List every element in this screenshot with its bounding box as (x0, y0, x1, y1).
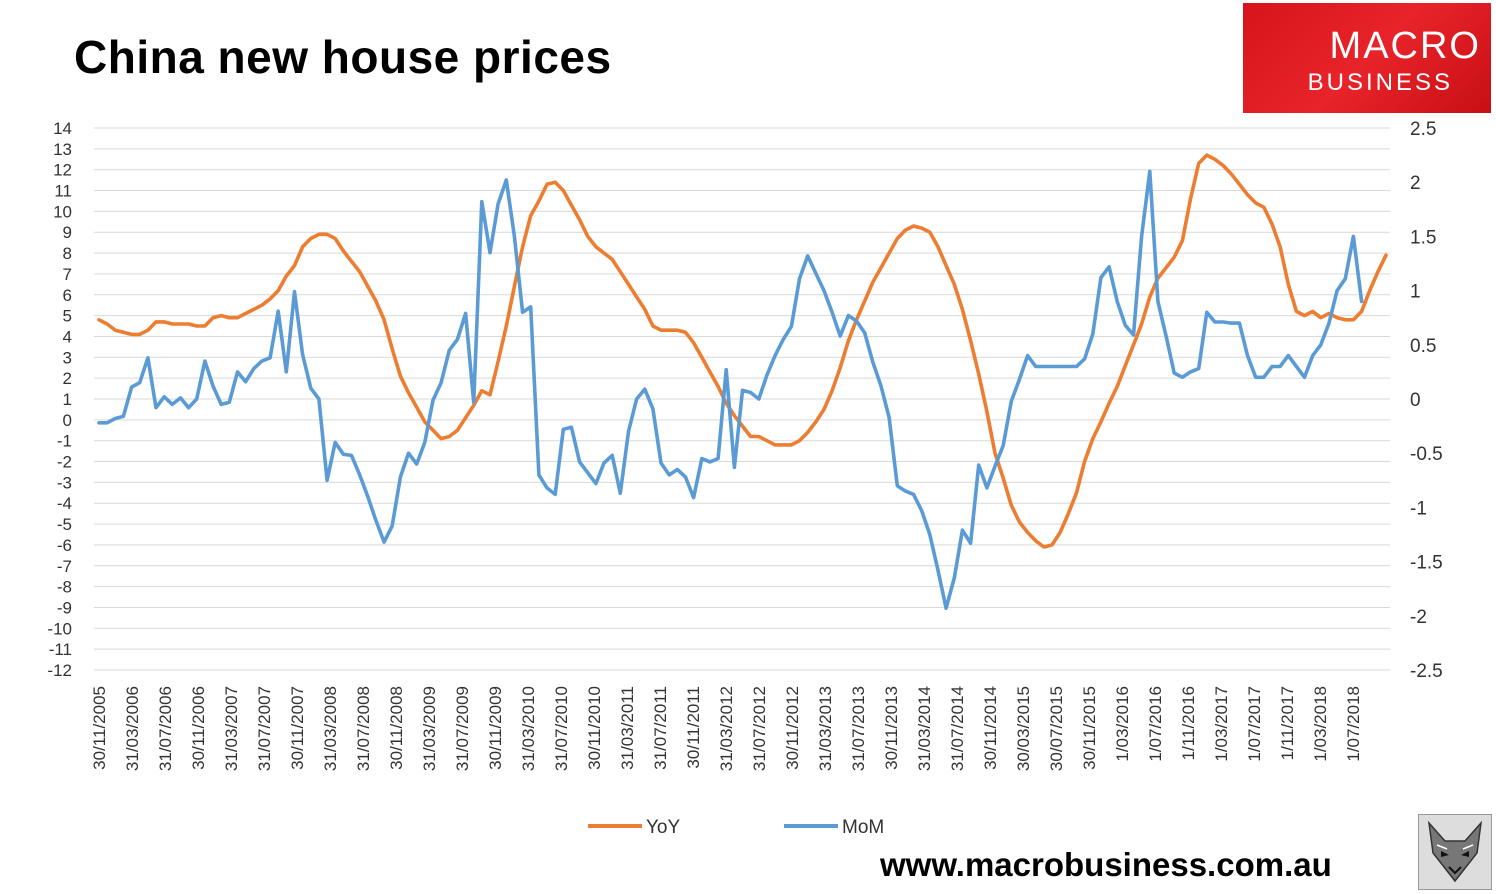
x-tick-label: 31/07/2010 (552, 686, 571, 771)
x-tick-label: 30/11/2012 (783, 686, 802, 770)
x-tick-label: 31/07/2013 (849, 686, 868, 771)
legend-label-mom: MoM (842, 817, 884, 838)
footer-url: www.macrobusiness.com.au (880, 846, 1332, 883)
left-tick-label: -3 (57, 473, 72, 492)
x-tick-label: 30/11/2011 (684, 686, 703, 769)
right-tick-label: -0.5 (1410, 444, 1443, 465)
left-tick-label: -9 (57, 598, 72, 617)
x-tick-label: 30/11/2010 (585, 686, 604, 770)
x-tick-label: 30/11/2013 (882, 686, 901, 770)
left-tick-label: 2 (63, 369, 72, 388)
x-tick-label: 1/11/2016 (1179, 686, 1198, 760)
x-tick-label: 31/03/2008 (321, 686, 340, 771)
x-tick-label: 31/03/2007 (222, 686, 241, 771)
left-tick-label: -6 (57, 536, 72, 555)
x-tick-label: 31/07/2009 (453, 686, 472, 771)
left-tick-label: -2 (57, 453, 72, 472)
series-lines (97, 153, 1388, 611)
left-tick-label: -5 (57, 515, 72, 534)
x-tick-label: 30/11/2008 (387, 686, 406, 770)
left-tick-label: -4 (57, 494, 72, 513)
series-line-yoy (97, 153, 1388, 549)
x-tick-label: 31/03/2010 (519, 686, 538, 771)
x-tick-label: 30/11/2005 (90, 686, 109, 770)
right-tick-label: -1.5 (1410, 553, 1443, 574)
series-line-mom (97, 169, 1364, 611)
right-tick-label: 2.5 (1410, 119, 1436, 140)
x-tick-label: 31/03/2011 (618, 686, 637, 770)
x-tick-label: 31/03/2009 (420, 686, 439, 771)
x-tick-label: 1/03/2016 (1113, 686, 1132, 762)
x-tick-label: 30/11/2009 (486, 686, 505, 770)
x-tick-label: 1/07/2017 (1245, 686, 1264, 762)
x-tick-label: 31/03/2013 (816, 686, 835, 771)
x-tick-label: 30/11/2014 (981, 686, 1000, 770)
x-tick-label: 1/03/2018 (1311, 686, 1330, 762)
x-tick-label: 30/03/2015 (1014, 686, 1033, 771)
right-tick-label: 1 (1410, 282, 1421, 303)
right-tick-label: 1.5 (1410, 227, 1436, 248)
left-tick-label: 8 (63, 244, 72, 263)
x-tick-label: 31/03/2006 (123, 686, 142, 771)
x-tick-label: 30/11/2006 (189, 686, 208, 770)
left-tick-label: 0 (63, 411, 72, 430)
x-tick-label: 31/07/2008 (354, 686, 373, 771)
legend: YoY MoM (588, 817, 884, 838)
right-axis-ticks: 2.5 2 1.5 1 0.5 0 -0.5 -1 -1.5 -2 -2.5 (1410, 119, 1443, 682)
left-tick-label: -1 (57, 432, 72, 451)
right-tick-label: 0 (1410, 390, 1421, 411)
x-tick-label: 31/07/2012 (750, 686, 769, 771)
right-tick-label: 2 (1410, 173, 1421, 194)
x-tick-label: 30/11/2007 (288, 686, 307, 770)
x-tick-label: 30/11/2015 (1080, 686, 1099, 770)
right-tick-label: -2.5 (1410, 661, 1443, 682)
right-tick-label: -2 (1410, 607, 1427, 628)
left-tick-label: 10 (53, 202, 72, 221)
x-tick-label: 31/03/2012 (717, 686, 736, 771)
left-tick-label: 9 (63, 223, 72, 242)
chart-title: China new house prices (74, 31, 612, 83)
left-tick-label: 7 (63, 265, 72, 284)
macro-business-logo: MACRO BUSINESS (1243, 3, 1491, 113)
x-tick-label: 31/07/2007 (255, 686, 274, 771)
logo-line-2: BUSINESS (1307, 69, 1453, 96)
left-tick-label: 3 (63, 348, 72, 367)
x-tick-label: 31/03/2014 (915, 686, 934, 771)
left-tick-label: -11 (49, 640, 72, 659)
left-tick-label: -7 (57, 557, 72, 576)
x-tick-label: 1/03/2017 (1212, 686, 1231, 762)
left-tick-label: 5 (63, 307, 72, 326)
left-tick-label: -10 (47, 619, 72, 638)
grid-lines (94, 127, 1390, 671)
x-tick-label: 31/07/2014 (948, 686, 967, 771)
x-tick-label: 1/07/2016 (1146, 686, 1165, 762)
left-tick-label: 4 (63, 327, 72, 346)
left-tick-label: -12 (47, 661, 72, 680)
x-tick-label: 31/07/2011 (651, 686, 670, 770)
x-tick-label: 1/11/2017 (1278, 686, 1297, 760)
left-tick-label: 1 (63, 390, 72, 409)
x-tick-label: 1/07/2018 (1344, 686, 1363, 762)
x-axis-ticks: 30/11/2005 31/03/2006 31/07/2006 30/11/2006… (90, 686, 1363, 771)
x-tick-label: 31/07/2006 (156, 686, 175, 771)
legend-label-yoy: YoY (646, 817, 680, 838)
right-tick-label: -1 (1410, 498, 1427, 519)
left-tick-label: 12 (53, 161, 72, 180)
left-tick-label: 14 (53, 119, 72, 138)
x-tick-label: 30/07/2015 (1047, 686, 1066, 771)
left-tick-label: 6 (63, 286, 72, 305)
logo-line-1: MACRO (1329, 25, 1481, 67)
left-tick-label: -8 (57, 578, 72, 597)
right-tick-label: 0.5 (1410, 336, 1436, 357)
left-tick-label: 11 (54, 182, 72, 201)
left-axis-ticks: 14131211109876543210-1-2-3-4-5-6-7-8-9-1… (47, 119, 72, 680)
left-tick-label: 13 (53, 140, 72, 159)
fox-logo (1418, 814, 1492, 890)
